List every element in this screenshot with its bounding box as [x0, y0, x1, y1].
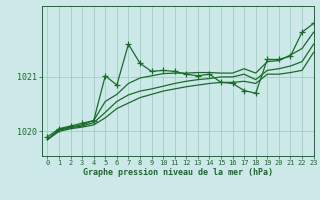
X-axis label: Graphe pression niveau de la mer (hPa): Graphe pression niveau de la mer (hPa): [83, 168, 273, 177]
